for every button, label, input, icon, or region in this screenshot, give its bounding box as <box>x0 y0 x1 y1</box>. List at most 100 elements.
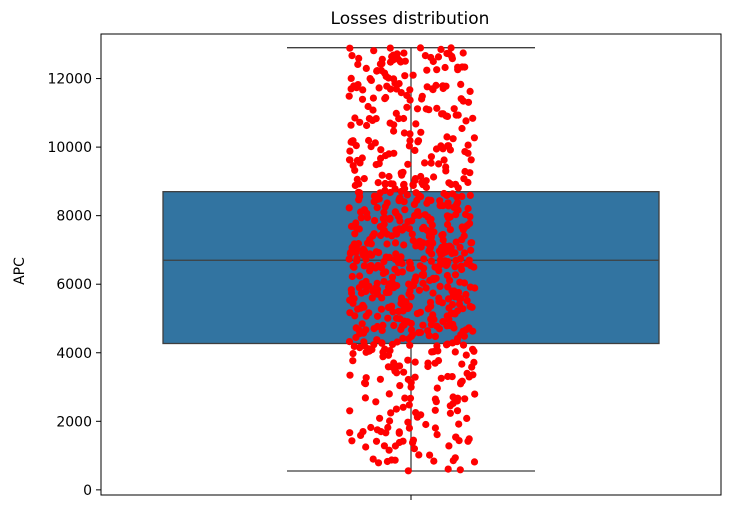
strip-point <box>470 358 478 366</box>
strip-point <box>362 374 370 382</box>
strip-point <box>366 75 374 83</box>
strip-point <box>387 409 395 417</box>
strip-point <box>467 246 475 254</box>
strip-point <box>404 160 412 168</box>
strip-point <box>404 356 412 364</box>
strip-point <box>459 305 467 313</box>
strip-point <box>396 362 404 370</box>
strip-point <box>394 55 402 63</box>
strip-point <box>403 191 411 199</box>
strip-point <box>444 220 452 229</box>
strip-point <box>423 66 431 74</box>
strip-point <box>412 242 420 250</box>
strip-point <box>456 243 464 251</box>
strip-point <box>406 86 414 94</box>
strip-point <box>451 454 459 462</box>
strip-point <box>400 224 408 232</box>
strip-point <box>444 202 452 210</box>
strip-point <box>427 153 435 161</box>
strip-point <box>422 177 430 185</box>
strip-point <box>433 342 441 350</box>
strip-point <box>359 245 367 253</box>
strip-point <box>353 156 361 165</box>
strip-points <box>345 44 479 475</box>
strip-point <box>368 294 376 302</box>
strip-point <box>352 223 360 231</box>
strip-point <box>458 124 466 133</box>
strip-point <box>392 250 400 258</box>
strip-point <box>409 236 417 245</box>
strip-point <box>429 311 437 319</box>
strip-point <box>356 193 364 201</box>
strip-point <box>362 287 370 295</box>
strip-point <box>413 413 421 421</box>
strip-point <box>392 314 401 322</box>
strip-point <box>353 257 361 265</box>
strip-point <box>417 128 425 136</box>
strip-point <box>436 282 444 290</box>
strip-point <box>400 241 408 249</box>
strip-point <box>363 121 371 130</box>
strip-point <box>351 114 359 122</box>
strip-point <box>431 332 439 340</box>
strip-point <box>433 66 441 74</box>
strip-point <box>462 326 470 334</box>
strip-point <box>387 180 395 188</box>
strip-point <box>400 317 408 325</box>
strip-point <box>411 212 419 220</box>
strip-point <box>398 294 406 302</box>
strip-point <box>426 244 434 252</box>
y-axis: 0 2000 4000 6000 8000 10000 12000 <box>47 72 101 499</box>
strip-point <box>376 375 384 383</box>
strip-point <box>424 327 432 335</box>
strip-point <box>419 270 427 278</box>
strip-point <box>382 288 390 296</box>
strip-point <box>380 208 388 216</box>
strip-point <box>376 60 384 68</box>
strip-point <box>441 63 449 72</box>
strip-point <box>406 130 414 138</box>
strip-point <box>393 338 401 346</box>
strip-point <box>459 49 467 57</box>
strip-point <box>405 424 413 432</box>
strip-point <box>447 44 455 52</box>
strip-point <box>411 277 419 285</box>
strip-point <box>465 373 473 381</box>
strip-point <box>462 117 470 125</box>
strip-point <box>362 348 370 356</box>
strip-point <box>424 305 432 313</box>
strip-point <box>427 159 435 167</box>
strip-point <box>382 429 390 437</box>
strip-point <box>391 456 399 464</box>
strip-point <box>465 435 473 443</box>
strip-point <box>392 405 400 413</box>
strip-point <box>462 290 470 299</box>
strip-point <box>368 346 376 354</box>
strip-point <box>365 136 373 145</box>
strip-point <box>349 350 357 358</box>
strip-point <box>454 184 462 192</box>
strip-point <box>449 291 457 299</box>
strip-point <box>380 226 388 234</box>
strip-point <box>466 87 474 95</box>
y-tick-label: 12000 <box>47 72 92 88</box>
strip-point <box>360 262 368 270</box>
strip-point <box>429 86 437 94</box>
strip-point <box>463 414 471 422</box>
strip-point <box>360 303 368 311</box>
strip-point <box>369 232 377 240</box>
strip-point <box>365 309 373 317</box>
strip-point <box>461 148 469 156</box>
strip-point <box>404 418 412 426</box>
strip-point <box>347 85 355 93</box>
strip-point <box>401 394 409 402</box>
strip-point <box>370 47 378 55</box>
strip-point <box>400 114 408 123</box>
strip-point <box>373 312 382 320</box>
y-tick-label: 2000 <box>56 414 92 430</box>
y-axis-title: APC <box>12 257 28 285</box>
strip-point <box>349 162 357 170</box>
strip-point <box>463 260 471 268</box>
strip-point <box>458 377 466 385</box>
strip-point <box>410 445 418 453</box>
